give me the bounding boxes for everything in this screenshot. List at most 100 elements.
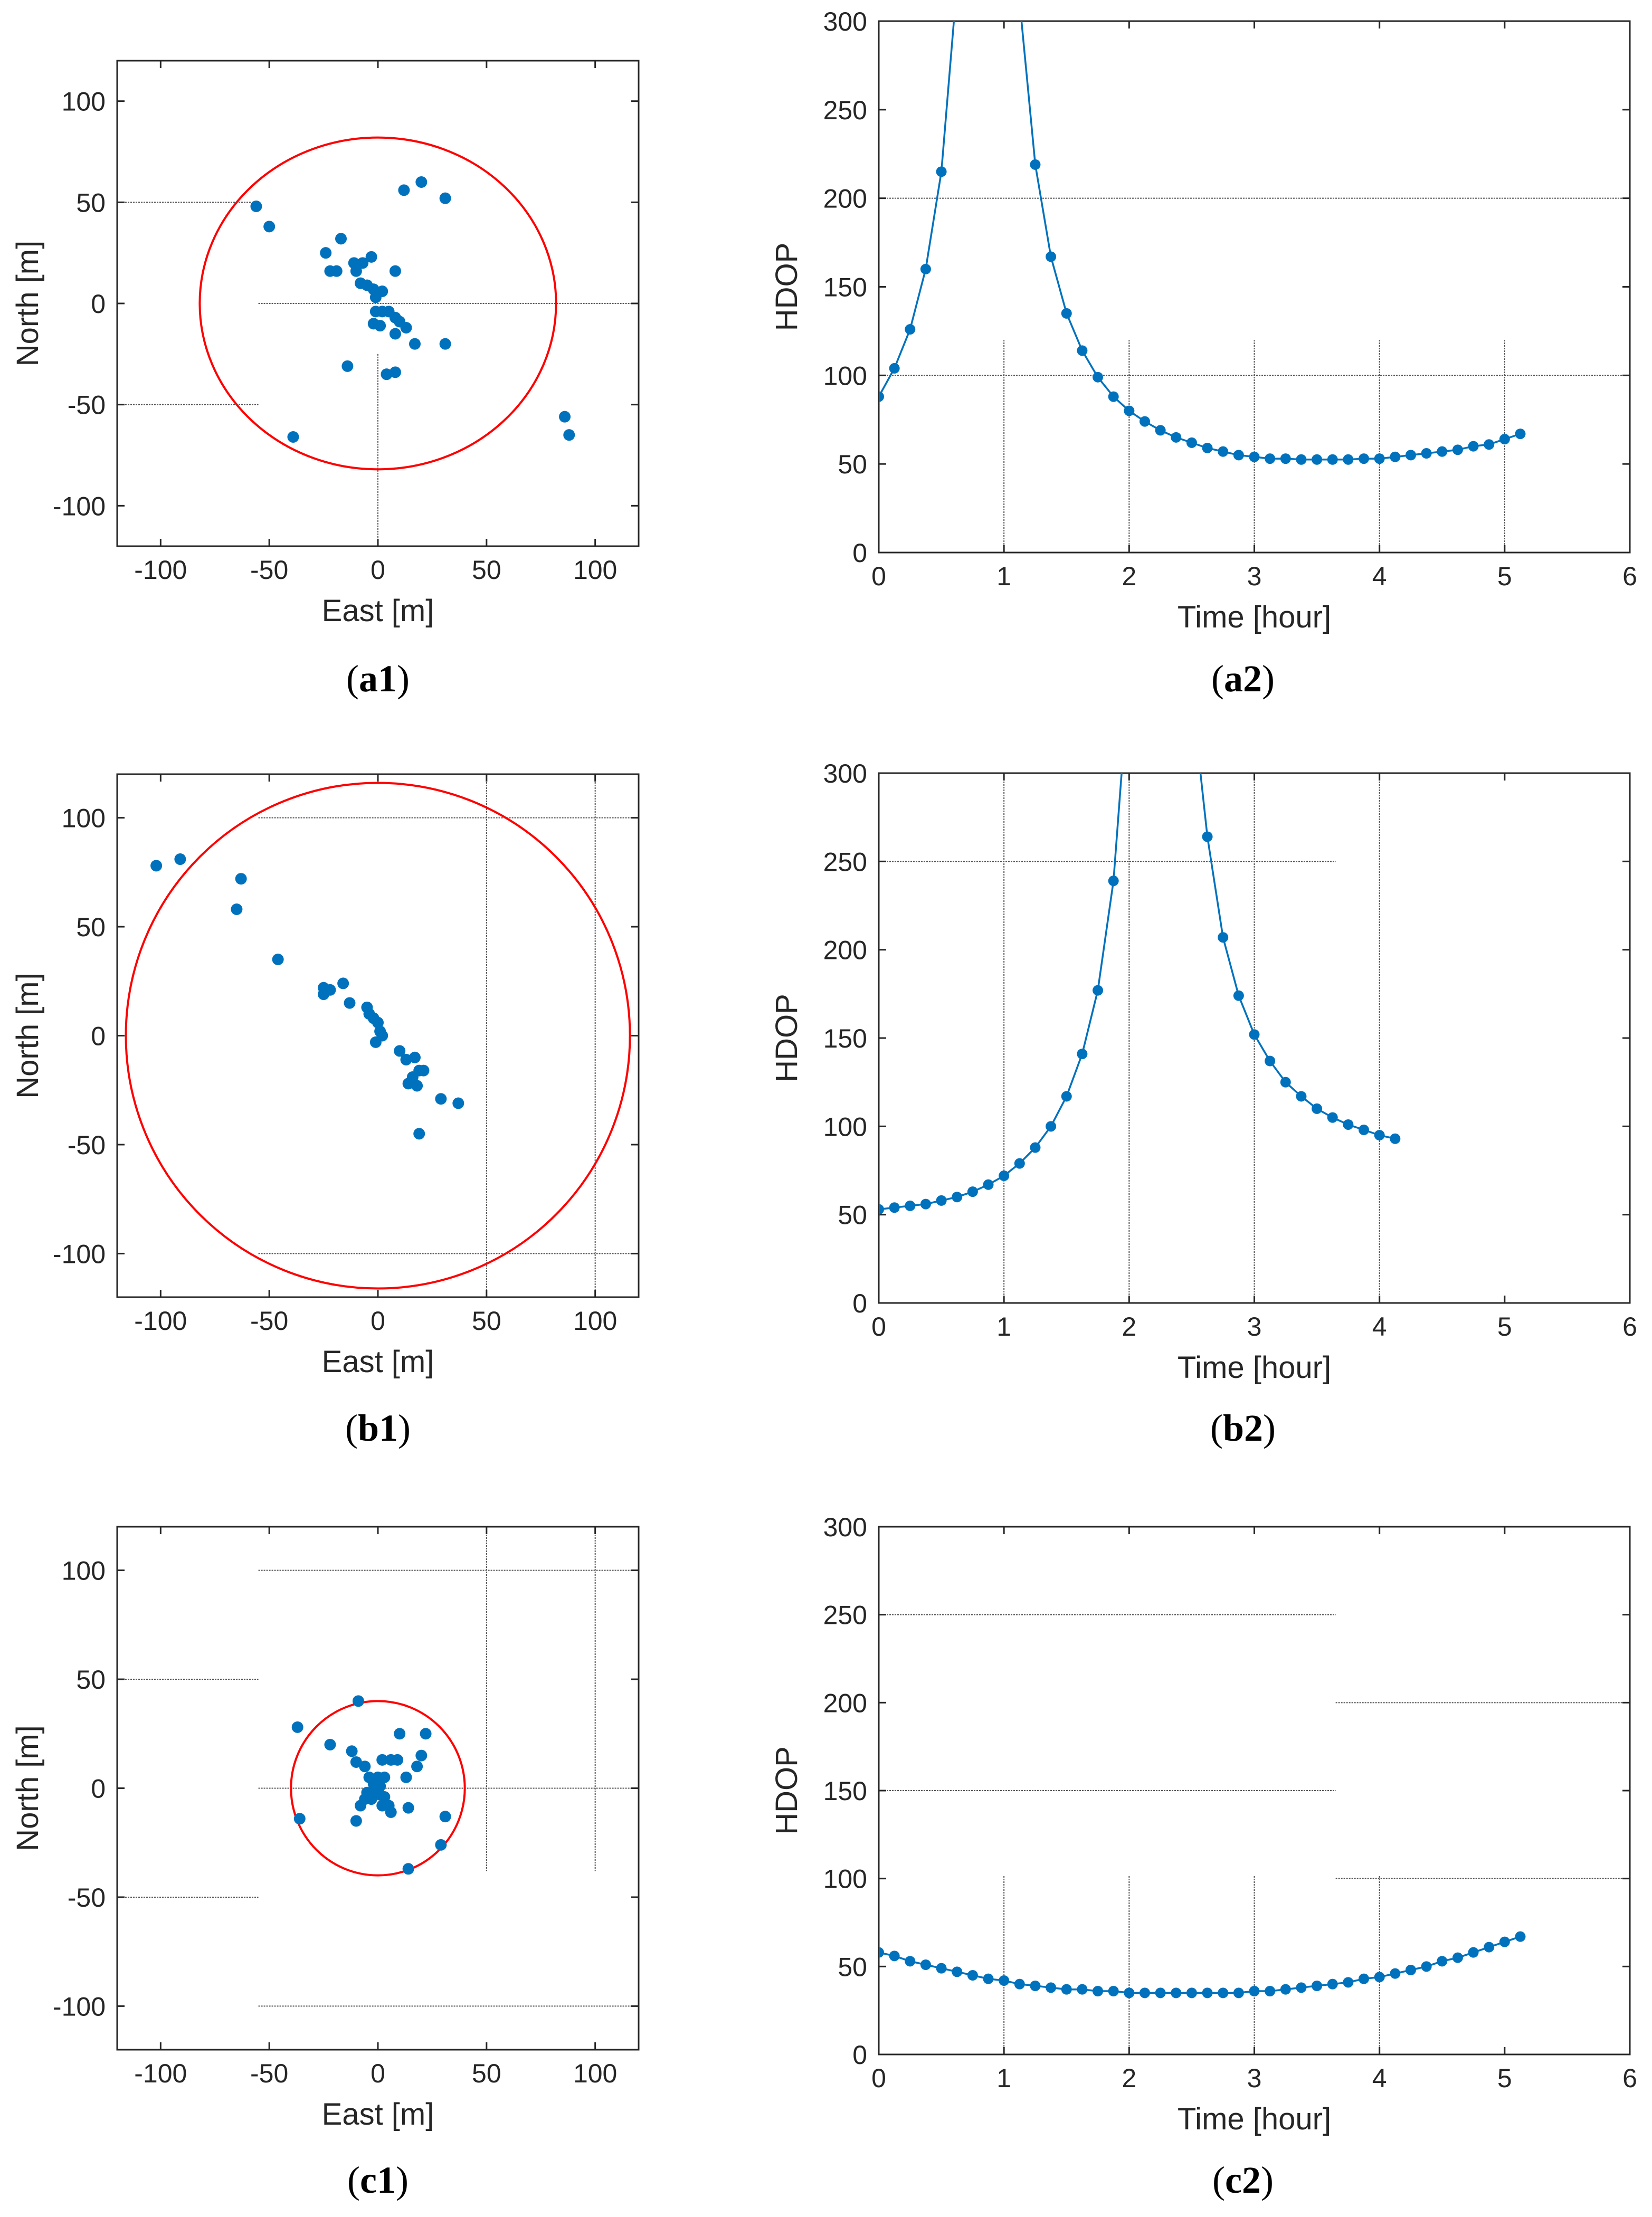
scatter-point [293,1813,306,1825]
plot-content [879,773,1401,1215]
hdop-point [1374,1130,1385,1141]
y-tick-label: 100 [62,1556,106,1586]
hdop-point [1202,1987,1213,1999]
x-tick-label: 3 [1247,1312,1262,1341]
x-tick-label: -50 [250,2059,288,2088]
scatter-point [392,1754,404,1766]
hdop-point [920,263,931,274]
chart-b2: 0 1 2 3 4 5 6 0 50 100 150 200 250 300 Time [hour] HDOP… [770,759,1637,1449]
hdop-point [1484,1942,1495,1953]
scatter-point [376,1754,388,1766]
hdop-point [983,1179,994,1190]
scatter-point [400,1053,412,1065]
x-tick-label: 6 [1622,562,1637,591]
x-tick-label: 6 [1622,2063,1637,2093]
hdop-point [1265,1986,1276,1996]
x-tick-label: -100 [134,1306,187,1336]
x-axis-label: Time [hour] [1178,600,1331,634]
scatter-point [420,1728,432,1740]
scatter-point [389,366,401,378]
hdop-point [905,1956,916,1967]
hdop-point [1108,391,1119,402]
scatter-point [452,1097,464,1109]
scatter-point [372,1016,384,1029]
scatter-point [402,1802,414,1814]
hdop-point [905,1200,916,1211]
scatter-point [400,1771,412,1783]
scatter-point [394,1728,406,1740]
scatter-point [563,429,575,441]
x-tick-label: 0 [871,2063,886,2093]
hdop-point [1265,453,1276,464]
gridlines [117,202,639,546]
scatter-point [361,1786,373,1799]
scatter-point [400,322,412,334]
hdop-point [1374,453,1385,464]
hdop-point [1014,1158,1025,1169]
hdop-point [1280,453,1291,464]
x-tick-label: 100 [573,2059,617,2088]
hdop-point [1093,372,1104,383]
hdop-point [1030,1142,1041,1153]
plot-content [879,21,1526,465]
scatter-point [344,997,356,1009]
panel-label: (c2) [1212,2159,1274,2201]
hdop-point [1390,1133,1401,1144]
x-tick-label: 1 [996,562,1011,591]
y-tick-label: 300 [823,1512,867,1542]
panel-id: b1 [358,1407,398,1449]
scatter-point [398,184,410,196]
y-tick-label: -50 [68,1883,106,1912]
scatter-point [378,1791,391,1803]
hdop-point [1030,1981,1041,1991]
y-tick-label: 50 [76,1665,106,1695]
hdop-point [1296,1091,1307,1102]
hdop-point [1233,450,1244,461]
panel-label: (c1) [347,2159,409,2201]
y-tick-label: 150 [823,273,867,302]
x-tick-label: 3 [1247,562,1262,591]
hdop-point [889,1950,900,1962]
y-tick-label: 50 [76,912,106,942]
scatter-point [231,903,243,916]
x-tick-label: 2 [1122,2063,1136,2093]
hdop-point [1124,405,1135,416]
hdop-point [1452,444,1463,455]
scatter-point [150,860,163,872]
hdop-point [1093,1986,1104,1996]
scatter-point [376,1030,388,1042]
hdop-point [936,1963,947,1974]
y-tick-label: -100 [53,1992,106,2021]
hdop-point [1515,1931,1526,1942]
panel-id: c1 [360,2159,396,2201]
hdop-point [1218,446,1229,457]
scatter-point [250,201,262,212]
scatter-point [174,853,186,865]
x-tick-label: 2 [1122,1312,1136,1341]
hdop-point [1405,1965,1416,1975]
hdop-point [967,1186,978,1197]
scatter-point [376,1800,388,1812]
scatter-point [330,265,343,277]
y-tick-label: 250 [823,1601,867,1630]
scatter-point [435,1839,447,1851]
hdop-point [1390,1968,1401,1979]
x-tick-label: -100 [134,2059,187,2088]
panel-label: (b2) [1210,1407,1276,1449]
hdop-point [1139,416,1150,427]
chart-a1: -100 -50 0 50 100 -100 -50 0 50 100 East [m] North … [11,60,640,700]
hdop-point [1249,1029,1260,1040]
hdop-point [967,1970,978,1981]
panel-paren-open: ( [1210,1407,1223,1449]
scatter-point [374,1780,386,1792]
x-tick-label: 4 [1372,1312,1387,1341]
scatter-point [402,1863,414,1875]
hdop-point [1374,1972,1385,1983]
hdop-point [1359,1125,1370,1136]
gridlines [879,197,1630,553]
plot-content [290,1695,466,1877]
hdop-point [1202,831,1213,842]
panel-paren-close: ) [1261,2159,1274,2201]
scatter-point [402,1078,414,1090]
